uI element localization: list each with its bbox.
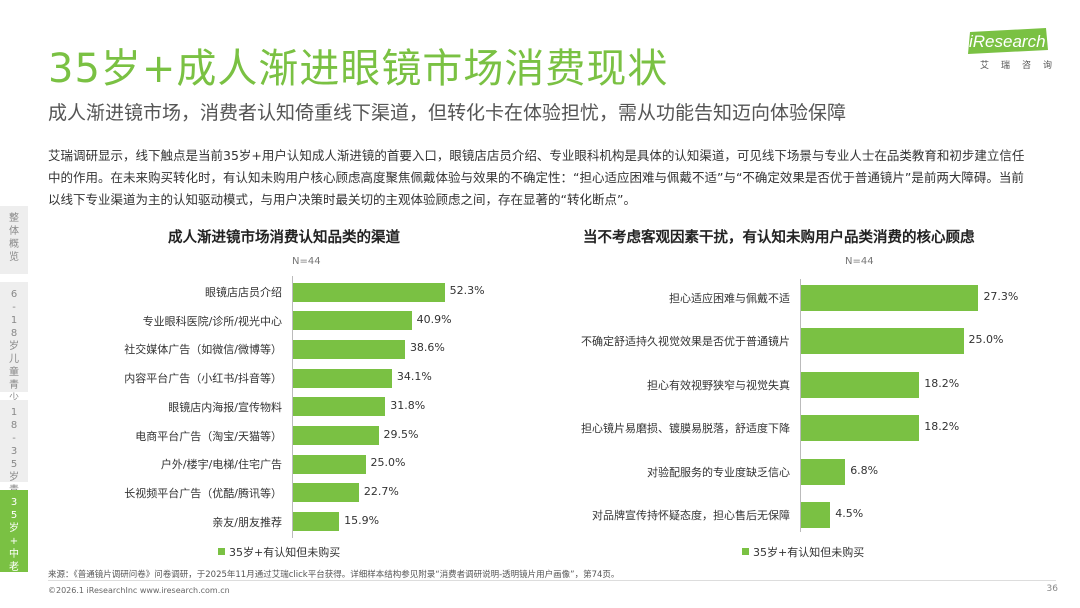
- chart1-sample-size: N=44: [292, 256, 321, 267]
- footer-divider: [48, 580, 1056, 581]
- chart2-category-label: 担心有效视野狭窄与视觉失真: [647, 378, 790, 392]
- chart1-category-label: 眼镜店内海报/宣传物料: [168, 400, 282, 414]
- logo-subtext: 艾瑞咨询: [980, 61, 1065, 71]
- chart1-value-label: 29.5%: [383, 427, 419, 441]
- chart2-value-label: 6.8%: [850, 463, 879, 477]
- chart2-bar: [801, 371, 920, 398]
- chart1-legend: 35岁+有认知但未购买: [218, 544, 340, 560]
- chart1-category-label: 专业眼科医院/诊所/视光中心: [142, 314, 282, 328]
- chart2-value-label: 18.2%: [924, 376, 960, 390]
- chart2-category-label: 对品牌宣传持怀疑态度，担心售后无保障: [592, 509, 790, 522]
- legend-swatch-icon: [218, 548, 225, 555]
- chart2-category-label: 对验配服务的专业度缺乏信心: [647, 465, 790, 479]
- chart1-bar: [293, 311, 412, 331]
- chart1-category-label: 户外/楼宇/电梯/住宅广告: [160, 458, 282, 472]
- chart1-bar: [293, 483, 359, 503]
- chart2-value-label: 27.3%: [983, 290, 1019, 303]
- chart1-category-label: 眼镜店店员介绍: [205, 286, 282, 299]
- chart1-bar: [293, 454, 366, 474]
- chart2-bar: [801, 415, 920, 442]
- sidebar-item-youth[interactable]: 18-35岁青年: [0, 400, 28, 509]
- chart1-bar: [293, 282, 445, 302]
- chart1-value-label: 25.0%: [370, 456, 406, 470]
- chart2-bar: [801, 502, 831, 528]
- chart1-category-label: 内容平台广告（小红书/抖音等）: [124, 372, 282, 386]
- chart1-value-label: 31.8%: [390, 398, 426, 412]
- chart2-sample-size: N=44: [845, 256, 874, 267]
- chart1-axis: [292, 276, 293, 538]
- sidebar-item-label: 3 5 岁 + 中老年: [9, 497, 19, 586]
- chart1-title: 成人渐进镜市场消费认知品类的渠道: [168, 230, 400, 246]
- chart2-category-label: 担心镜片易磨损、镀膜易脱落，舒适度下降: [581, 422, 790, 436]
- chart1-bar: [293, 397, 386, 417]
- chart1-value-label: 34.1%: [396, 370, 432, 384]
- sidebar-item-overview[interactable]: 整体概览: [0, 206, 28, 274]
- page-description: 艾瑞调研显示，线下触点是当前35岁+用户认知成人渐进镜的首要入口，眼镜店店员介绍…: [48, 148, 1025, 207]
- chart2-title: 当不考虑客观因素干扰，有认知未购用户品类消费的核心顾虑: [583, 230, 975, 246]
- chart1-category-label: 社交媒体广告（如微信/微博等）: [124, 343, 282, 357]
- chart1-bar: [293, 339, 405, 359]
- chart1-category-label: 亲友/朋友推荐: [212, 515, 282, 529]
- sidebar-item-middle-aged[interactable]: 3 5 岁 + 中老年: [0, 490, 28, 586]
- chart2-category-label: 担心适应困难与佩戴不适: [669, 292, 790, 305]
- chart2-bar: [801, 328, 964, 355]
- chart1-bar: [293, 368, 392, 388]
- chart1-bar: [293, 426, 379, 445]
- chart1-value-label: 40.9%: [416, 312, 452, 326]
- page-title: 35岁+成人渐进眼镜市场消费现状: [48, 46, 669, 92]
- logo-mark-icon: [968, 28, 1048, 54]
- chart2-value-label: 4.5%: [835, 507, 864, 520]
- chart2-category-label: 不确定舒适持久视觉效果是否优于普通镜片: [581, 335, 790, 349]
- chart1-value-label: 52.3%: [449, 284, 485, 297]
- legend-swatch-icon: [742, 548, 749, 555]
- chart2-value-label: 18.2%: [924, 420, 960, 434]
- copyright: ©2026.1 iResearchInc www.iresearch.com.c…: [48, 586, 230, 595]
- sidebar-item-label: 6-18岁儿童青少年: [9, 289, 19, 417]
- chart2-value-label: 25.0%: [968, 333, 1004, 347]
- source-note: 来源：《普通镜片调研问卷》问卷调研，于2025年11月通过艾瑞click平台获得…: [48, 570, 620, 580]
- chart2-bar: [801, 458, 846, 485]
- chart1-category-label: 电商平台广告（淘宝/天猫等）: [135, 429, 282, 443]
- page-subtitle: 成人渐进镜市场，消费者认知倚重线下渠道，但转化卡在体验担忧，需从功能告知迈向体验…: [48, 102, 847, 124]
- chart1-value-label: 15.9%: [344, 513, 380, 527]
- chart2-legend: 35岁+有认知但未购买: [742, 544, 864, 560]
- chart2-bar: [801, 285, 979, 311]
- sidebar-item-children[interactable]: 6-18岁儿童青少年: [0, 282, 28, 417]
- chart2-axis: [800, 279, 801, 532]
- page-number: 36: [1046, 584, 1058, 594]
- chart1-bar: [293, 512, 340, 532]
- logo-text: iResearch: [969, 32, 1046, 51]
- chart1-category-label: 长视频平台广告（优酷/腾讯等）: [124, 486, 282, 500]
- chart1-value-label: 22.7%: [363, 484, 399, 498]
- sidebar-item-label: 整体概览: [9, 213, 19, 263]
- chart1-value-label: 38.6%: [409, 341, 445, 355]
